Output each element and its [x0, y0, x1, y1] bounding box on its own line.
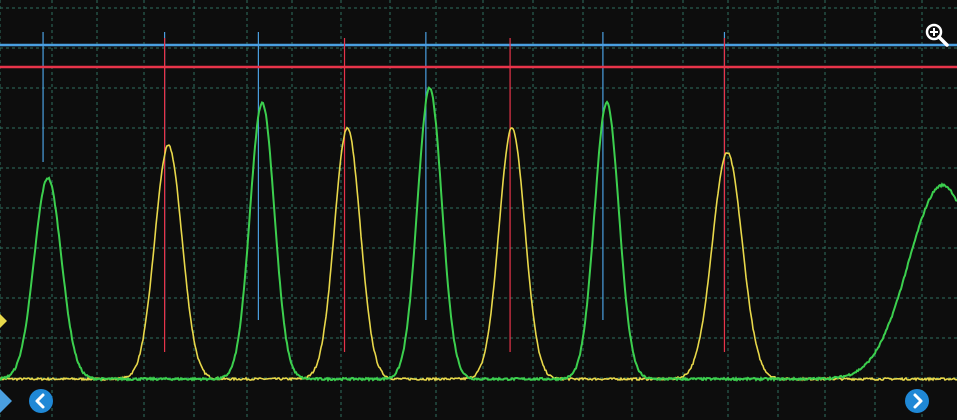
scroll-right-button[interactable]	[905, 389, 929, 413]
green-channel-trace	[0, 86, 957, 383]
chevron-left-icon	[35, 393, 45, 409]
position-marker-icon[interactable]	[0, 389, 14, 413]
scroll-left-button[interactable]	[29, 389, 53, 413]
zoom-button[interactable]	[924, 22, 950, 48]
signal-traces	[0, 32, 957, 383]
zoom-in-icon	[925, 23, 949, 47]
chevron-right-icon	[913, 393, 923, 409]
trigger-level-marker[interactable]	[0, 314, 8, 328]
